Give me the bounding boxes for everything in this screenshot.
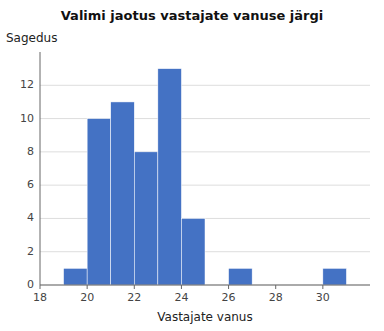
chart-title: Valimi jaotus vastajate vanuse järgi bbox=[61, 8, 323, 23]
x-tick bbox=[134, 285, 135, 289]
y-tick-label: 10 bbox=[20, 112, 34, 125]
x-tick-label: 20 bbox=[80, 291, 94, 304]
y-tick-label: 8 bbox=[27, 145, 34, 158]
x-tick bbox=[228, 285, 229, 289]
y-tick-label: 12 bbox=[20, 78, 34, 91]
chart-svg: 02468101218202224262830Vastajate vanusSa… bbox=[0, 0, 384, 331]
x-tick bbox=[87, 285, 88, 289]
x-axis-label: Vastajate vanus bbox=[157, 310, 252, 324]
bar bbox=[323, 268, 347, 285]
y-tick-label: 6 bbox=[27, 178, 34, 191]
bar bbox=[229, 268, 253, 285]
x-tick bbox=[40, 285, 41, 289]
bar bbox=[134, 152, 158, 285]
x-tick bbox=[275, 285, 276, 289]
y-tick-label: 2 bbox=[27, 245, 34, 258]
x-tick-label: 18 bbox=[33, 291, 47, 304]
y-axis-label: Sagedus bbox=[6, 31, 57, 45]
grid-line bbox=[40, 285, 370, 286]
chart-container: 02468101218202224262830Vastajate vanusSa… bbox=[0, 0, 384, 331]
x-tick-label: 28 bbox=[269, 291, 283, 304]
x-tick-label: 22 bbox=[127, 291, 141, 304]
bar bbox=[181, 218, 205, 285]
y-tick-label: 0 bbox=[27, 278, 34, 291]
x-tick-label: 30 bbox=[316, 291, 330, 304]
bar bbox=[87, 119, 111, 285]
x-tick-label: 24 bbox=[174, 291, 188, 304]
grid-line bbox=[40, 85, 370, 86]
grid bbox=[40, 85, 370, 285]
x-axis-line bbox=[40, 285, 370, 286]
y-axis-line bbox=[40, 52, 41, 285]
bar bbox=[111, 102, 135, 285]
bar bbox=[158, 69, 182, 285]
bars bbox=[64, 69, 347, 285]
y-tick-label: 4 bbox=[27, 211, 34, 224]
x-tick-label: 26 bbox=[222, 291, 236, 304]
x-tick bbox=[181, 285, 182, 289]
x-tick bbox=[322, 285, 323, 289]
bar bbox=[64, 268, 88, 285]
